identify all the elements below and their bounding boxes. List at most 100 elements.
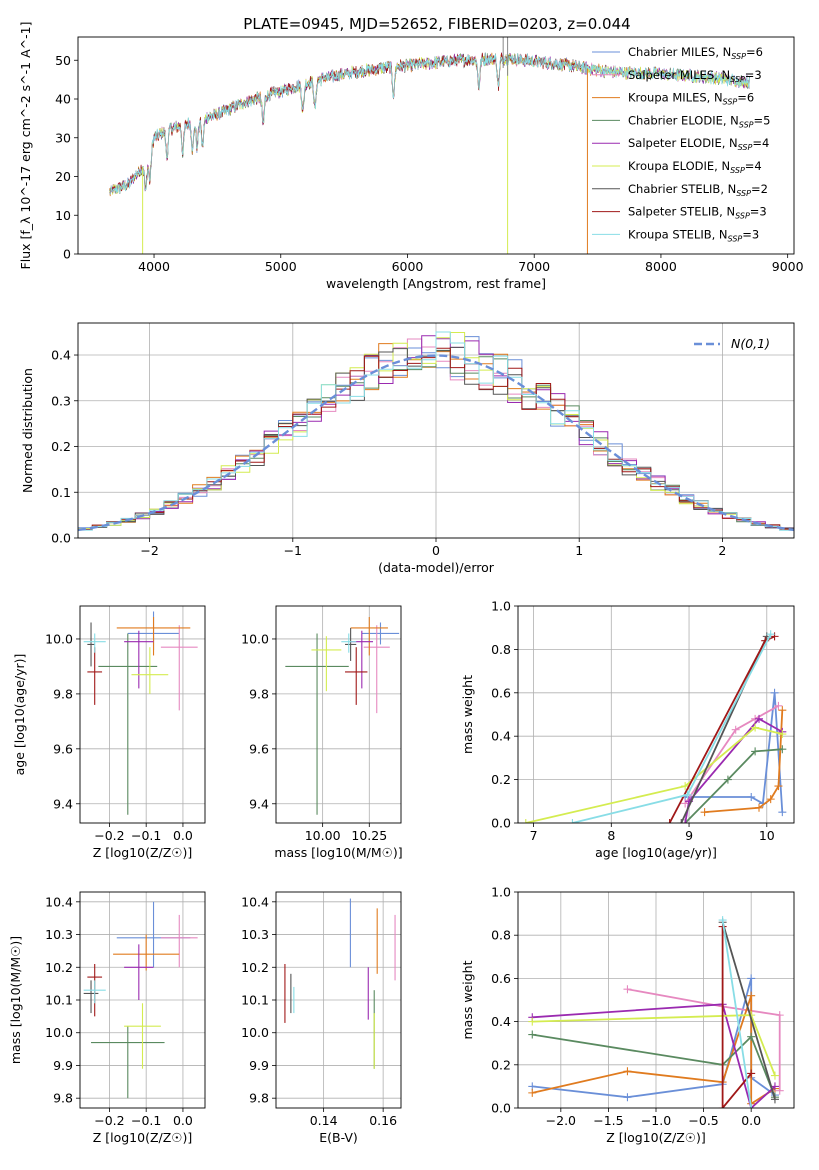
x-tick-label: 0.0 [173,828,193,843]
y-tick-label: 0.0 [491,1101,511,1116]
y-tick-label: 9.4 [249,796,269,811]
weight-marker [774,782,783,791]
weight-line [684,748,783,823]
axes-frame [79,891,206,1109]
y-tick-label: 0.2 [51,439,71,454]
weight-line [572,633,772,823]
x-tick-label: 1 [575,543,583,558]
weight-line [525,726,783,823]
x-tick-label: 0.0 [741,1113,761,1128]
error-bar [98,633,158,815]
x-tick-label: 0.14 [310,1113,338,1128]
weight-marker [770,632,779,641]
error-bar [87,647,103,705]
x-axis-label: Z [log10(Z/Z☉)] [606,1130,706,1145]
error-bar [124,1003,161,1069]
weight-marker [747,1104,756,1108]
plot-area [83,901,198,1099]
y-tick-label: 9.6 [249,741,269,756]
y-tick-label: 40 [55,92,71,107]
x-tick-label: −0.2 [94,828,124,843]
weight-marker [681,782,690,791]
error-bar [124,944,154,1000]
mass-vs-extinction-panel: 0.14 0.16 9.8 9.9 10.0 10.1 10.2 10.3 10.4 E(B-V) [241,891,402,1145]
legend-label: Chabrier ELODIE, NSSP=5 [628,113,770,129]
weight-marker [681,819,690,823]
y-tick-label: 0.4 [51,348,71,363]
x-tick-label: 0.16 [369,1113,397,1128]
x-tick-label: −1.0 [641,1113,671,1128]
y-tick-label: 9.9 [53,1058,73,1073]
y-axis-label: mass weight [460,960,475,1039]
weight-marker [755,803,764,812]
y-tick-label: 20 [55,169,71,184]
x-tick-label: 9000 [772,259,804,274]
axes-frame [275,891,402,1109]
weight-marker [677,819,686,823]
y-tick-label: 9.9 [249,1058,269,1073]
age-vs-metallicity-panel: −0.2 −0.1 0.0 9.4 9.6 9.8 10.0 Z [log10(Z/Z☉)] a… [12,605,206,860]
error-bar [341,633,357,653]
error-bar [83,980,99,1014]
error-bar [363,625,390,714]
weight-marker [751,747,760,756]
y-tick-label: 10.3 [241,927,269,942]
weight-marker [751,723,760,732]
x-axis-label: E(B-V) [319,1130,358,1145]
weight-marker [623,985,632,994]
mass-vs-metallicity-panel: −0.2 −0.1 0.0 9.8 9.9 10.0 10.1 10.2 10.3 10.4 Z [… [8,891,206,1145]
y-tick-label: 0.6 [491,971,511,986]
y-tick-label: 10.3 [45,927,73,942]
x-tick-label: 7000 [518,259,550,274]
y-tick-label: 0.4 [491,729,511,744]
weight-marker [770,1095,779,1104]
figure-title: PLATE=0945, MJD=52652, FIBERID=0203, z=0… [243,15,630,33]
weight-marker [747,1069,756,1078]
y-tick-label: 0.3 [51,393,71,408]
weight-marker [700,808,709,817]
error-bar [113,934,180,971]
weight-line [721,919,753,1108]
y-tick-label: 10.2 [45,960,73,975]
weight-marker [747,792,756,801]
error-bar [83,980,106,1004]
y-tick-label: 10.1 [45,993,73,1008]
y-axis-label: Normed distribution [20,368,35,493]
weight-marker [747,991,756,1000]
gaussian-curve [78,354,794,532]
weight-line [684,705,779,805]
axes-frame [77,322,795,539]
y-tick-label: 0.1 [51,485,71,500]
x-tick-label: 9 [685,828,693,843]
error-bar [91,1026,165,1099]
weight-marker [521,819,530,823]
y-axis-label: mass weight [460,675,475,754]
weight-marker [766,630,775,639]
weight-line [680,636,768,823]
x-tick-label: 10 [759,828,775,843]
weight-marker [770,1071,779,1080]
legend-label: Salpeter STELIB, NSSP=3 [628,205,767,221]
x-tick-label: 0 [432,543,440,558]
weight-marker [683,790,692,799]
x-tick-label: −0.2 [94,1113,124,1128]
x-axis-label: Z [log10(Z/Z☉)] [93,1130,193,1145]
weight-marker [775,1086,784,1095]
y-tick-label: 1.0 [491,885,511,900]
x-tick-label: 6000 [392,259,424,274]
y-tick-label: 10.0 [45,1025,73,1040]
y-tick-label: 1.0 [491,599,511,614]
x-tick-label: 10.25 [351,828,387,843]
weight-marker [528,1030,537,1039]
error-bar [285,633,349,815]
error-bar [83,633,106,653]
weight-marker [528,1017,537,1026]
x-tick-label: 8 [607,828,615,843]
weight-marker [770,1082,779,1091]
x-axis-label: mass [log10(M/M☉)] [274,845,402,860]
plot-area [285,616,400,815]
y-tick-label: 0.0 [491,816,511,831]
legend-label: Chabrier MILES, NSSP=6 [628,45,763,61]
y-tick-label: 9.8 [249,1091,269,1106]
